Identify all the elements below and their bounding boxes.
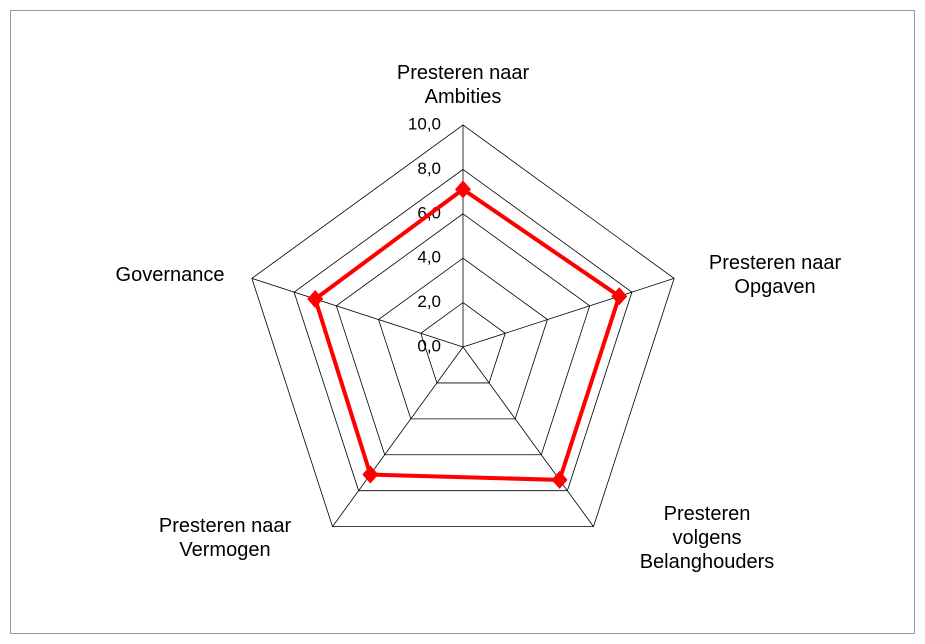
frame	[10, 10, 915, 634]
axis-spoke	[251, 278, 464, 348]
grid-ring	[335, 213, 591, 456]
marker	[362, 465, 379, 484]
category-label: Presteren naar Vermogen	[158, 515, 292, 561]
category-label: Governance	[115, 264, 225, 286]
axis-spoke	[462, 346, 594, 527]
marker	[611, 287, 628, 306]
tick-label: 10,0	[408, 114, 441, 133]
grid-ring	[293, 168, 633, 492]
marker	[455, 180, 471, 199]
axis-spoke	[462, 278, 675, 348]
category-label: Presteren volgens Belanghouders	[639, 503, 775, 573]
category-label: Presteren naar Opgaven	[708, 252, 842, 298]
tick-label: 0,0	[417, 336, 441, 355]
marker	[307, 289, 324, 308]
marker	[551, 470, 568, 489]
grid-ring	[378, 257, 548, 420]
grid-ring	[420, 302, 506, 384]
tick-label: 8,0	[417, 159, 441, 178]
series-line	[312, 186, 622, 482]
tick-label: 4,0	[417, 248, 441, 267]
axis-spoke	[332, 346, 464, 527]
category-label: Presteren naar Ambities	[396, 62, 530, 108]
grid-ring	[251, 124, 675, 528]
tick-label: 2,0	[417, 292, 441, 311]
